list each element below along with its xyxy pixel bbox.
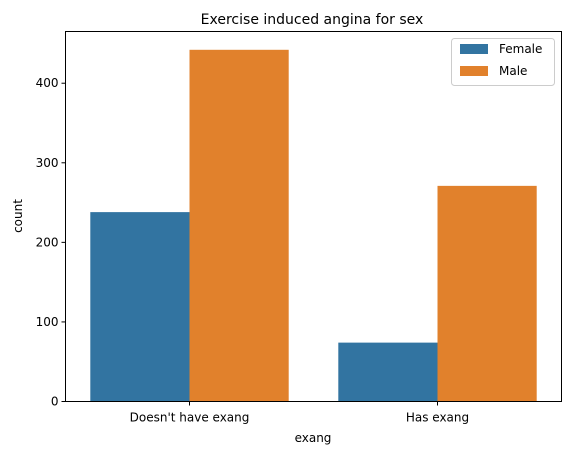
legend-swatch-male — [460, 66, 488, 76]
legend: Female Male — [451, 38, 555, 86]
y-tick-label: 300 — [36, 156, 59, 170]
y-tick-label: 200 — [36, 235, 59, 249]
x-axis-title: exang — [295, 431, 332, 445]
bar-female-0 — [90, 212, 190, 402]
bar-male-0 — [189, 49, 289, 402]
legend-label-female: Female — [499, 42, 542, 56]
y-tick-label: 100 — [36, 315, 59, 329]
bar-male-1 — [437, 185, 537, 402]
y-axis-title: count — [11, 199, 25, 233]
legend-swatch-female — [460, 44, 488, 54]
bar-female-1 — [338, 342, 438, 402]
x-tick-label: Doesn't have exang — [130, 411, 250, 425]
y-tick-label: 0 — [51, 395, 59, 409]
plot-frame — [65, 31, 562, 402]
chart-title: Exercise induced angina for sex — [201, 12, 424, 28]
legend-label-male: Male — [499, 64, 527, 78]
plot-area: Doesn't have exang Has exang 0 100 200 300 400 — [36, 49, 537, 425]
y-tick-label: 400 — [36, 76, 59, 90]
x-tick-label: Has exang — [406, 411, 469, 425]
